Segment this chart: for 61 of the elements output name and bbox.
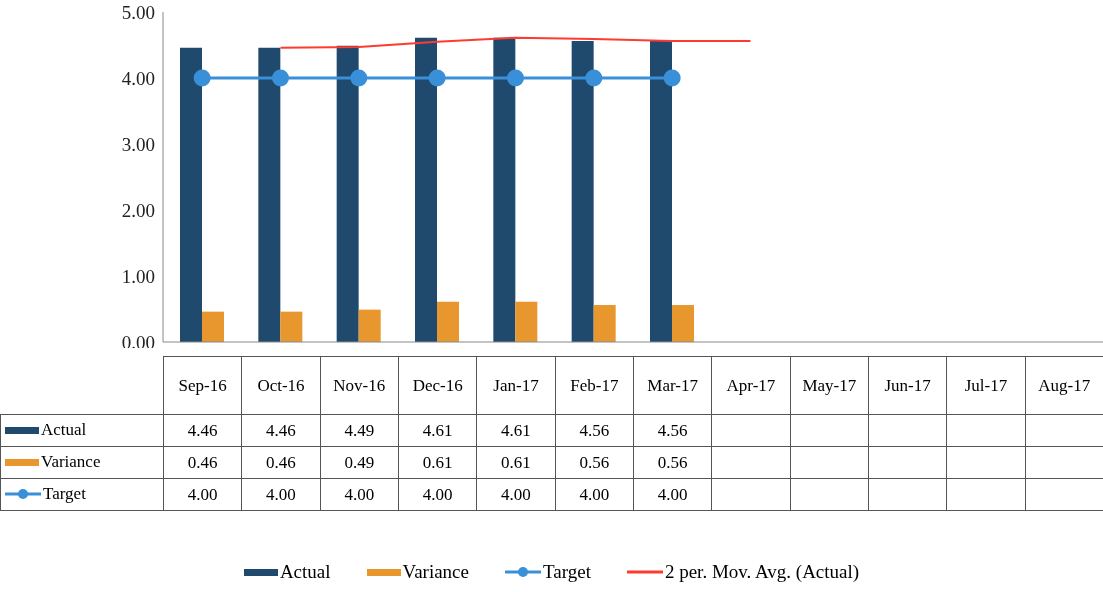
data-label: 4.00	[163, 478, 242, 511]
x-tick-label: Sep-16	[163, 356, 242, 415]
data-label: 4.49	[320, 414, 399, 447]
data-label: 4.61	[398, 414, 477, 447]
line-series	[279, 36, 752, 49]
x-tick-label: Mar-17	[633, 356, 712, 415]
text: Target	[543, 561, 591, 582]
data-label: 0.56	[633, 446, 712, 479]
data-label: 4.56	[633, 414, 712, 447]
text: Actual	[279, 561, 331, 582]
x-tick-label: Feb-17	[555, 356, 634, 415]
data-label: 4.61	[476, 414, 556, 447]
x-tick-label: Jan-17	[476, 356, 556, 415]
bar	[415, 37, 437, 342]
legend-label: Variance	[40, 452, 101, 472]
x-tick-label: Aug-17	[1025, 356, 1103, 415]
x-tick-label: Dec-16	[398, 356, 477, 415]
x-tick-label: Nov-16	[320, 356, 399, 415]
data-label: 4.00	[633, 478, 712, 511]
legend-label: Actual	[40, 420, 87, 440]
legend-label: Target	[42, 484, 86, 504]
y-tick-label: 3.00	[121, 133, 155, 155]
data-label: 4.00	[241, 478, 321, 511]
bar	[180, 47, 202, 342]
bar	[571, 41, 594, 342]
data-label: 4.46	[163, 414, 242, 447]
y-tick-label: 5.00	[121, 1, 155, 23]
data-label: 0.61	[476, 446, 556, 479]
bar	[515, 301, 538, 342]
data-label: 4.00	[398, 478, 477, 511]
data-label: 0.61	[398, 446, 477, 479]
x-tick-label: Jun-17	[868, 356, 947, 415]
data-label: 4.00	[555, 478, 634, 511]
y-tick-label: 0.00	[121, 331, 155, 353]
data-label: 4.00	[320, 478, 399, 511]
data-label: 0.46	[163, 446, 242, 479]
legend-label: 2 per. Mov. Avg. (Actual)	[664, 561, 860, 583]
data-label: 4.56	[555, 414, 634, 447]
bar	[650, 41, 672, 342]
data-label: 4.46	[241, 414, 321, 447]
bar	[258, 47, 281, 342]
x-tick-label: Jul-17	[946, 356, 1026, 415]
bar	[336, 45, 359, 342]
bar	[593, 305, 616, 342]
y-tick-label: 1.00	[121, 265, 155, 287]
text: Variance	[402, 561, 469, 582]
bar	[493, 37, 516, 342]
data-label: 4.00	[476, 478, 556, 511]
x-tick-label: Oct-16	[241, 356, 321, 415]
bar	[672, 305, 694, 342]
bar	[358, 309, 381, 342]
bar	[280, 311, 303, 342]
x-tick-label: Apr-17	[711, 356, 791, 415]
bar	[202, 311, 224, 342]
data-label: 0.56	[555, 446, 634, 479]
bar	[437, 301, 459, 342]
data-label: 0.49	[320, 446, 399, 479]
data-label: 0.46	[241, 446, 321, 479]
x-tick-label: May-17	[790, 356, 869, 415]
y-tick-label: 2.00	[121, 199, 155, 221]
y-tick-label: 4.00	[121, 67, 155, 89]
